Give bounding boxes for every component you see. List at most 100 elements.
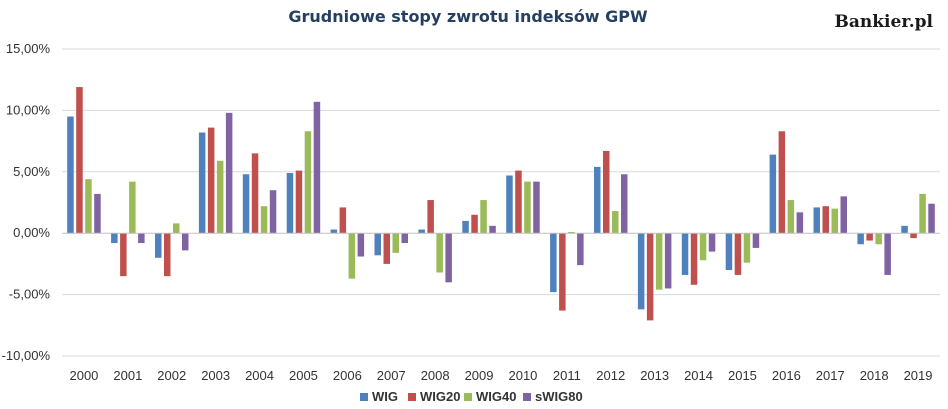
brand-logo: Bankier.pl: [835, 12, 934, 32]
bar-swig80-2010: [533, 181, 540, 234]
x-tick-label: 2008: [421, 368, 450, 383]
bar-wig40-2006: [348, 233, 356, 279]
bar-swig80-2005: [313, 101, 321, 234]
y-tick-label: 10,00%: [6, 102, 51, 117]
bar-wig-2001: [111, 233, 118, 244]
bar-wig40-2013: [655, 233, 663, 290]
y-tick-label: -10,00%: [2, 348, 51, 363]
bar-wig40-2005: [304, 131, 312, 234]
legend-label-wig: WIG: [372, 389, 398, 404]
bar-wig-2010: [506, 175, 513, 234]
x-tick-label: 2019: [904, 368, 933, 383]
x-tick-label: 2017: [816, 368, 845, 383]
bar-wig20-2015: [734, 233, 742, 275]
bar-swig80-2014: [708, 233, 716, 252]
bar-wig-2000: [67, 116, 74, 234]
bar-wig40-2002: [173, 223, 180, 234]
bar-swig80-2008: [445, 233, 452, 283]
legend-label-wig40: WIG40: [476, 389, 516, 404]
x-tick-label: 2015: [728, 368, 757, 383]
bar-wig20-2014: [690, 233, 698, 285]
x-tick-label: 2002: [157, 368, 186, 383]
y-tick-label: -5,00%: [9, 287, 51, 302]
bar-swig80-2012: [621, 174, 628, 234]
legend: WIG WIG20 WIG40 sWIG80: [360, 389, 583, 404]
x-tick-label: 2018: [860, 368, 889, 383]
bar-wig20-2007: [383, 233, 390, 264]
x-tick-label: 2001: [113, 368, 142, 383]
y-tick-label: 5,00%: [13, 164, 50, 179]
bar-wig40-2004: [260, 206, 268, 234]
legend-swatch-wig: [360, 393, 368, 401]
bar-wig-2003: [198, 132, 206, 234]
bar-wig40-2003: [216, 160, 224, 234]
bar-wig20-2002: [164, 233, 171, 277]
bar-swig80-2006: [357, 233, 365, 257]
bar-wig20-2010: [515, 170, 522, 234]
bar-wig-2011: [550, 233, 557, 293]
x-tick-label: 2000: [69, 368, 98, 383]
chart-title: Grudniowe stopy zwrotu indeksów GPW: [288, 7, 648, 26]
x-axis-ticks: 2000 2001 2002 2003 2004 2005 2006 2007 2008 2009…: [69, 368, 932, 383]
bar-wig40-2001: [129, 181, 136, 234]
legend-swatch-wig20: [408, 393, 416, 401]
bar-wig20-2001: [120, 233, 127, 277]
bar-wig-2007: [374, 233, 381, 256]
bar-wig-2017: [813, 207, 820, 234]
bar-wig20-2008: [427, 200, 434, 234]
x-tick-label: 2007: [377, 368, 406, 383]
bars: [67, 87, 935, 321]
bar-swig80-2001: [138, 233, 145, 244]
bar-swig80-2018: [884, 233, 891, 275]
bar-wig-2019: [901, 225, 908, 234]
bar-wig40-2018: [875, 233, 882, 245]
bar-wig40-2007: [392, 233, 399, 253]
bar-wig20-2003: [207, 127, 215, 234]
bar-wig40-2016: [787, 200, 795, 234]
bar-wig20-2018: [866, 233, 873, 241]
bar-wig40-2010: [524, 181, 531, 234]
bar-wig-2005: [286, 173, 294, 234]
bar-swig80-2016: [796, 212, 804, 234]
bar-swig80-2017: [840, 196, 847, 234]
bar-wig20-2000: [76, 87, 83, 234]
bar-wig20-2009: [471, 214, 478, 234]
bar-wig-2018: [857, 233, 864, 245]
bar-wig20-2017: [822, 206, 829, 234]
bar-wig-2015: [725, 233, 733, 271]
bar-wig20-2013: [646, 233, 654, 321]
y-tick-label: 0,00%: [13, 225, 50, 240]
x-tick-label: 2012: [596, 368, 625, 383]
bar-wig-2009: [462, 220, 469, 234]
bar-wig20-2019: [910, 233, 917, 239]
bar-wig-2013: [637, 233, 645, 310]
bar-swig80-2019: [928, 203, 935, 234]
legend-swatch-wig40: [464, 393, 472, 401]
legend-label-swig80: sWIG80: [535, 389, 583, 404]
bar-wig-2016: [769, 154, 777, 234]
bar-wig-2014: [681, 233, 689, 275]
x-tick-label: 2005: [289, 368, 318, 383]
y-axis-ticks: -10,00% -5,00% 0,00% 5,00% 10,00% 15,00%: [2, 41, 51, 363]
x-tick-label: 2004: [245, 368, 274, 383]
bar-swig80-2011: [577, 233, 584, 266]
x-tick-label: 2010: [508, 368, 537, 383]
bar-swig80-2004: [269, 190, 277, 234]
bar-wig-2012: [594, 166, 601, 234]
bar-wig20-2006: [339, 207, 347, 234]
bar-wig-2008: [418, 229, 425, 234]
y-tick-label: 15,00%: [6, 41, 51, 56]
bar-wig40-2008: [436, 233, 443, 273]
bar-wig20-2005: [295, 170, 303, 234]
bar-wig40-2015: [743, 233, 751, 263]
bar-swig80-2002: [182, 233, 189, 251]
legend-swatch-swig80: [523, 393, 531, 401]
x-tick-label: 2009: [465, 368, 494, 383]
x-tick-label: 2003: [201, 368, 230, 383]
bar-swig80-2013: [664, 233, 672, 289]
bar-wig20-2016: [778, 131, 786, 234]
bar-wig40-2009: [480, 200, 487, 234]
bar-wig20-2011: [559, 233, 566, 311]
grid-lines: [62, 48, 940, 357]
